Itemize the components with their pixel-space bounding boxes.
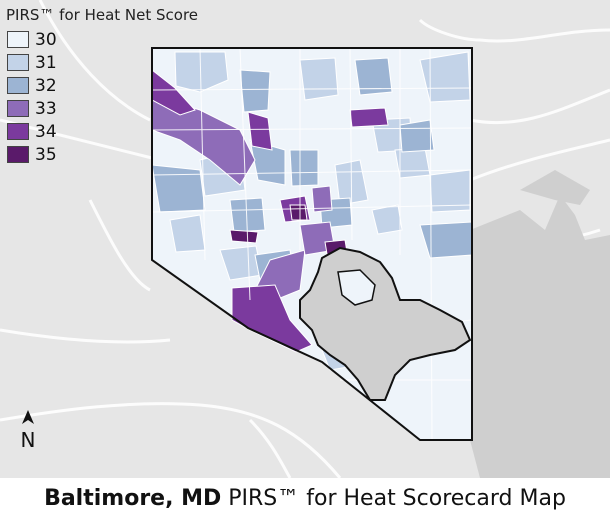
city-boundary — [151, 47, 473, 441]
neighborhood — [169, 214, 206, 253]
neighborhood — [231, 284, 313, 353]
legend-swatch — [7, 31, 29, 48]
road — [88, 199, 151, 292]
border — [199, 47, 206, 261]
neighborhood — [399, 119, 435, 153]
neighborhood — [429, 169, 471, 213]
map-canvas[interactable] — [0, 0, 610, 478]
road — [248, 418, 292, 478]
water-body — [520, 170, 590, 205]
legend-item: 30 — [6, 28, 198, 51]
road — [469, 138, 610, 182]
surrounding-water — [470, 170, 610, 478]
legend-item: 33 — [6, 97, 198, 120]
neighborhood — [289, 204, 308, 221]
neighborhood — [151, 94, 256, 186]
border — [349, 47, 353, 241]
legend-label: 34 — [35, 121, 57, 142]
road — [38, 0, 151, 122]
legend-item: 32 — [6, 74, 198, 97]
north-arrow: N — [14, 408, 42, 452]
neighborhood-borders — [151, 47, 473, 441]
neighborhood — [371, 204, 403, 235]
neighborhood — [311, 185, 333, 213]
legend-item: 34 — [6, 120, 198, 143]
legend-label: 31 — [35, 52, 57, 73]
legend: PIRS™ for Heat Net Score 30 31 32 33 34 … — [6, 6, 198, 166]
water-body — [470, 195, 610, 478]
border — [151, 204, 473, 213]
legend-swatch — [7, 100, 29, 117]
neighborhood — [229, 197, 266, 233]
neighborhood — [289, 149, 319, 187]
legend-label: 33 — [35, 98, 57, 119]
border — [151, 127, 473, 131]
north-label: N — [20, 428, 36, 452]
neighborhood — [349, 107, 389, 128]
legend-title: PIRS™ for Heat Net Score — [6, 6, 199, 24]
neighborhood-layer — [151, 51, 473, 371]
legend-label: 35 — [35, 144, 57, 165]
map-caption: Baltimore, MD PIRS™ for Heat Scorecard M… — [0, 478, 610, 520]
legend-swatch — [7, 77, 29, 94]
road — [418, 18, 610, 43]
legend-swatch — [7, 146, 29, 163]
border — [429, 47, 433, 441]
legend-swatch — [7, 123, 29, 140]
road — [0, 328, 171, 344]
neighborhood — [239, 69, 271, 113]
legend-item: 31 — [6, 51, 198, 74]
harbor-peninsula — [337, 269, 376, 306]
road — [469, 88, 610, 125]
legend-swatch — [7, 54, 29, 71]
legend-label: 30 — [35, 29, 57, 50]
neighborhood — [151, 164, 206, 213]
road — [0, 402, 342, 478]
border — [151, 87, 473, 91]
neighborhood — [174, 51, 229, 93]
north-arrow-icon — [22, 410, 34, 424]
caption-subtitle: PIRS™ for Heat Scorecard Map — [228, 486, 566, 511]
neighborhood — [354, 57, 393, 96]
border — [151, 169, 473, 176]
legend-item: 35 — [6, 143, 198, 166]
neighborhood — [229, 229, 259, 244]
legend-label: 32 — [35, 75, 57, 96]
caption-city: Baltimore, MD — [44, 486, 222, 511]
neighborhood — [247, 111, 273, 151]
neighborhood — [299, 57, 339, 101]
map-area[interactable]: PIRS™ for Heat Net Score 30 31 32 33 34 … — [0, 0, 610, 478]
